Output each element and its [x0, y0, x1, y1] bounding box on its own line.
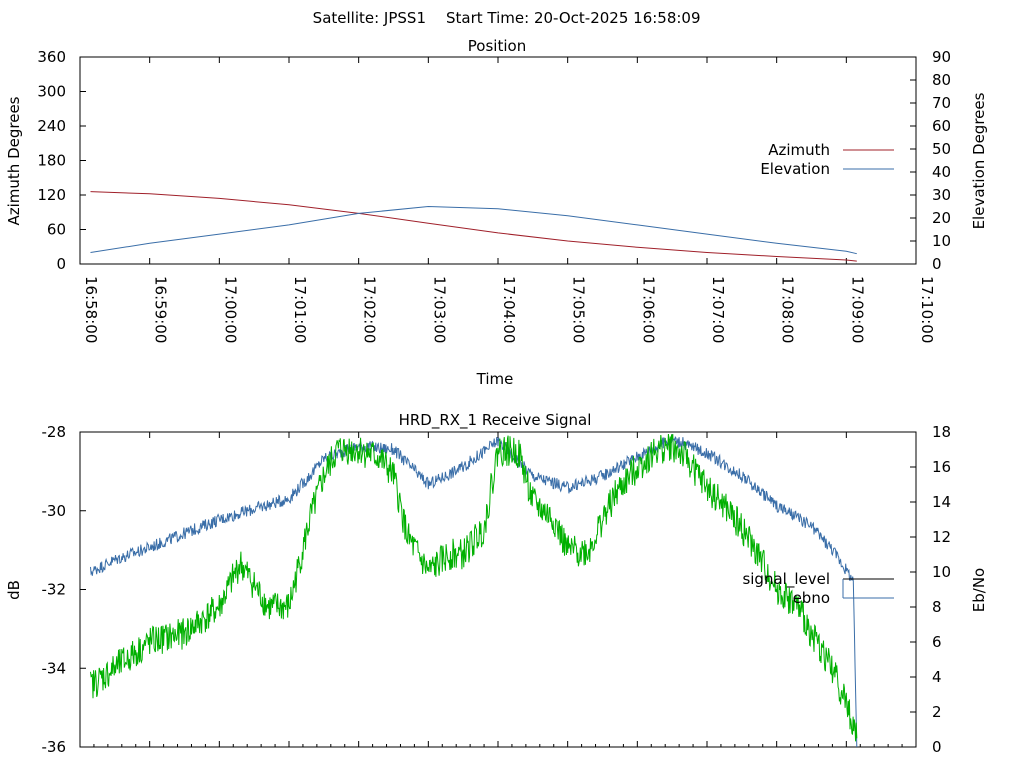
series-line-elevation	[90, 205, 857, 255]
left-tick-label: -30	[42, 502, 67, 520]
left-tick-label: -34	[42, 659, 67, 677]
position-chart: Position 0 60 120 180 240 300 360 0 10 20 30 40 50 6…	[5, 37, 988, 388]
x-tick-label: 17:00:00	[221, 276, 239, 343]
receive-plot-frame	[79, 431, 917, 748]
left-tick-label: 120	[37, 186, 66, 204]
left-tick-label: 300	[37, 83, 66, 101]
right-tick-label: 10	[932, 232, 951, 250]
left-tick-label: 60	[47, 221, 66, 239]
right-tick-label: 2	[932, 703, 942, 721]
right-tick-label: 8	[932, 598, 942, 616]
azimuth-axis-label: Azimuth Degrees	[5, 96, 23, 225]
x-tick-label: 16:59:00	[152, 276, 170, 343]
legend-label: signal_level	[742, 570, 830, 589]
x-tick-label: 17:03:00	[430, 276, 448, 343]
left-tick-label: 180	[37, 152, 66, 170]
receive-chart-title: HRD_RX_1 Receive Signal	[399, 411, 592, 430]
right-tick-label: 6	[932, 633, 942, 651]
right-tick-label: 50	[932, 140, 951, 158]
left-tick-label: -32	[42, 581, 67, 599]
time-axis-label: Time	[476, 370, 514, 388]
x-tick-label: 17:07:00	[709, 276, 727, 343]
right-tick-label: 14	[932, 493, 951, 511]
legend-label: Elevation	[760, 160, 830, 178]
satellite-label: Satellite: JPSS1	[313, 9, 426, 27]
right-tick-label: 0	[932, 255, 942, 273]
x-tick-label: 16:58:00	[82, 276, 100, 343]
ebno-axis-label: Eb/No	[970, 568, 988, 612]
series-line-green	[90, 433, 858, 742]
elevation-axis-label: Elevation Degrees	[970, 92, 988, 229]
series-line-ebno	[90, 434, 858, 748]
series-line-azimuth	[90, 191, 857, 262]
x-tick-label: 17:08:00	[779, 276, 797, 343]
start-time-label: Start Time: 20-Oct-2025 16:58:09	[446, 9, 701, 27]
position-chart-title: Position	[468, 37, 526, 55]
right-tick-label: 16	[932, 458, 951, 476]
left-tick-label: 240	[37, 117, 66, 135]
left-tick-label: 360	[37, 48, 66, 66]
legend-label: ebno	[793, 589, 830, 607]
receive-signal-chart: HRD_RX_1 Receive Signal -28-30-32-34-36 …	[5, 411, 988, 756]
right-tick-label: 90	[932, 48, 951, 66]
x-tick-label: 17:04:00	[500, 276, 518, 343]
x-tick-label: 17:10:00	[918, 276, 936, 343]
legend-label: Azimuth	[768, 141, 830, 159]
db-axis-label: dB	[5, 580, 23, 600]
left-tick-label: -36	[42, 738, 67, 756]
right-tick-label: 20	[932, 209, 951, 227]
right-tick-label: 12	[932, 528, 951, 546]
right-tick-label: 10	[932, 563, 951, 581]
right-tick-label: 30	[932, 186, 951, 204]
right-tick-label: 70	[932, 94, 951, 112]
right-tick-label: 80	[932, 71, 951, 89]
right-tick-label: 18	[932, 423, 951, 441]
right-tick-label: 0	[932, 738, 942, 756]
left-tick-label: -28	[42, 423, 67, 441]
x-tick-label: 17:01:00	[291, 276, 309, 343]
x-tick-label: 17:06:00	[639, 276, 657, 343]
right-tick-label: 4	[932, 668, 942, 686]
left-tick-label: 0	[56, 255, 66, 273]
right-tick-label: 60	[932, 117, 951, 135]
x-tick-label: 17:02:00	[361, 276, 379, 343]
right-tick-label: 40	[932, 163, 951, 181]
x-tick-label: 17:09:00	[848, 276, 866, 343]
x-tick-label: 17:05:00	[570, 276, 588, 343]
